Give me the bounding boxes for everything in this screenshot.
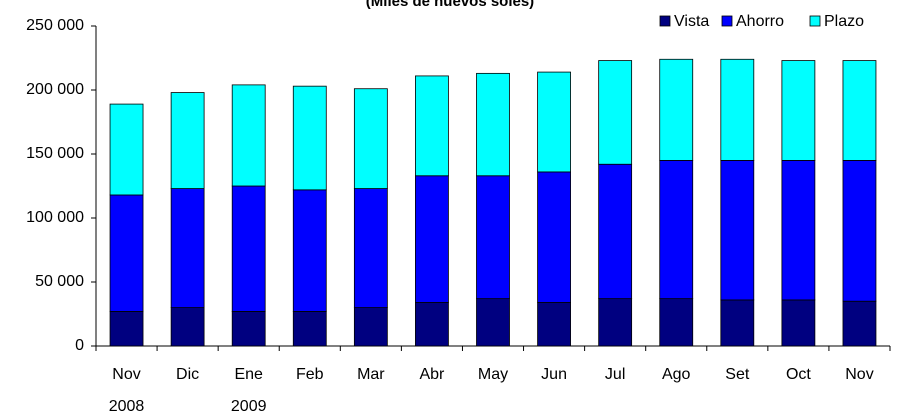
- x-tick-label: Oct: [786, 366, 811, 383]
- bar-segment: [292, 311, 327, 347]
- bar-segment: [476, 72, 510, 177]
- bar-segment: [415, 75, 449, 177]
- legend-swatch: [659, 15, 671, 27]
- x-tick-label: Feb: [296, 366, 324, 383]
- bar-segment: [109, 311, 144, 347]
- bar-segment: [781, 299, 816, 347]
- bar-segment: [842, 60, 877, 161]
- bar-segment: [231, 84, 266, 187]
- y-tick-label: 200 000: [26, 81, 84, 98]
- chart-title: (Miles de nuevos soles): [366, 0, 534, 10]
- y-tick-label: 100 000: [26, 209, 84, 226]
- y-tick-label: 0: [75, 337, 84, 354]
- bar-segment: [231, 311, 266, 347]
- bar-segment: [537, 302, 571, 347]
- x-tick-label: Nov: [845, 366, 873, 383]
- bar-segment: [170, 307, 205, 347]
- x-tick-label: Ago: [662, 366, 691, 383]
- bar-segment: [781, 159, 816, 301]
- bar-segment: [537, 71, 571, 173]
- bar-segment: [659, 298, 694, 347]
- x-tick-label: Nov: [112, 366, 140, 383]
- bar-segment: [598, 60, 633, 165]
- bar-segment: [537, 171, 571, 303]
- bar-segment: [476, 175, 510, 300]
- x-tick-label: Ene: [234, 366, 263, 383]
- bar-segment: [353, 188, 388, 308]
- legend-label: Vista: [674, 13, 709, 30]
- y-tick-label: 250 000: [26, 17, 84, 34]
- bar-segment: [170, 92, 205, 189]
- bar-segment: [659, 159, 694, 300]
- bar-segment: [109, 194, 144, 312]
- bar-segment: [720, 299, 755, 347]
- bar-segment: [842, 300, 877, 347]
- bar-segment: [415, 302, 449, 347]
- y-tick-label: 50 000: [35, 273, 84, 290]
- bar-segment: [598, 163, 633, 300]
- legend-label: Plazo: [824, 13, 864, 30]
- x-tick-label: Jul: [605, 366, 625, 383]
- x-tick-label: 2008: [109, 398, 145, 411]
- bar-segment: [659, 58, 694, 161]
- bar-segment: [170, 188, 205, 308]
- bar-segment: [109, 103, 144, 196]
- x-tick-label: Mar: [357, 366, 385, 383]
- legend-label: Ahorro: [736, 13, 784, 30]
- bar-segment: [781, 60, 816, 161]
- bar-segment: [292, 85, 327, 191]
- bar-segment: [476, 298, 510, 347]
- y-tick-label: 150 000: [26, 145, 84, 162]
- bar-segment: [598, 298, 633, 347]
- x-tick-label: 2009: [231, 398, 267, 411]
- x-tick-label: May: [478, 366, 508, 383]
- legend-swatch: [809, 15, 821, 27]
- x-tick-label: Abr: [419, 366, 445, 383]
- bar-segment: [720, 159, 755, 301]
- bar-segment: [415, 175, 449, 303]
- legend-swatch: [721, 15, 733, 27]
- bar-segment: [353, 88, 388, 189]
- bar-segment: [720, 58, 755, 161]
- x-tick-label: Dic: [176, 366, 199, 383]
- bar-segment: [292, 189, 327, 312]
- bar-segment: [353, 307, 388, 347]
- x-tick-label: Jun: [541, 366, 567, 383]
- bar-segment: [842, 159, 877, 302]
- bar-segment: [231, 185, 266, 312]
- x-tick-label: Set: [725, 366, 750, 383]
